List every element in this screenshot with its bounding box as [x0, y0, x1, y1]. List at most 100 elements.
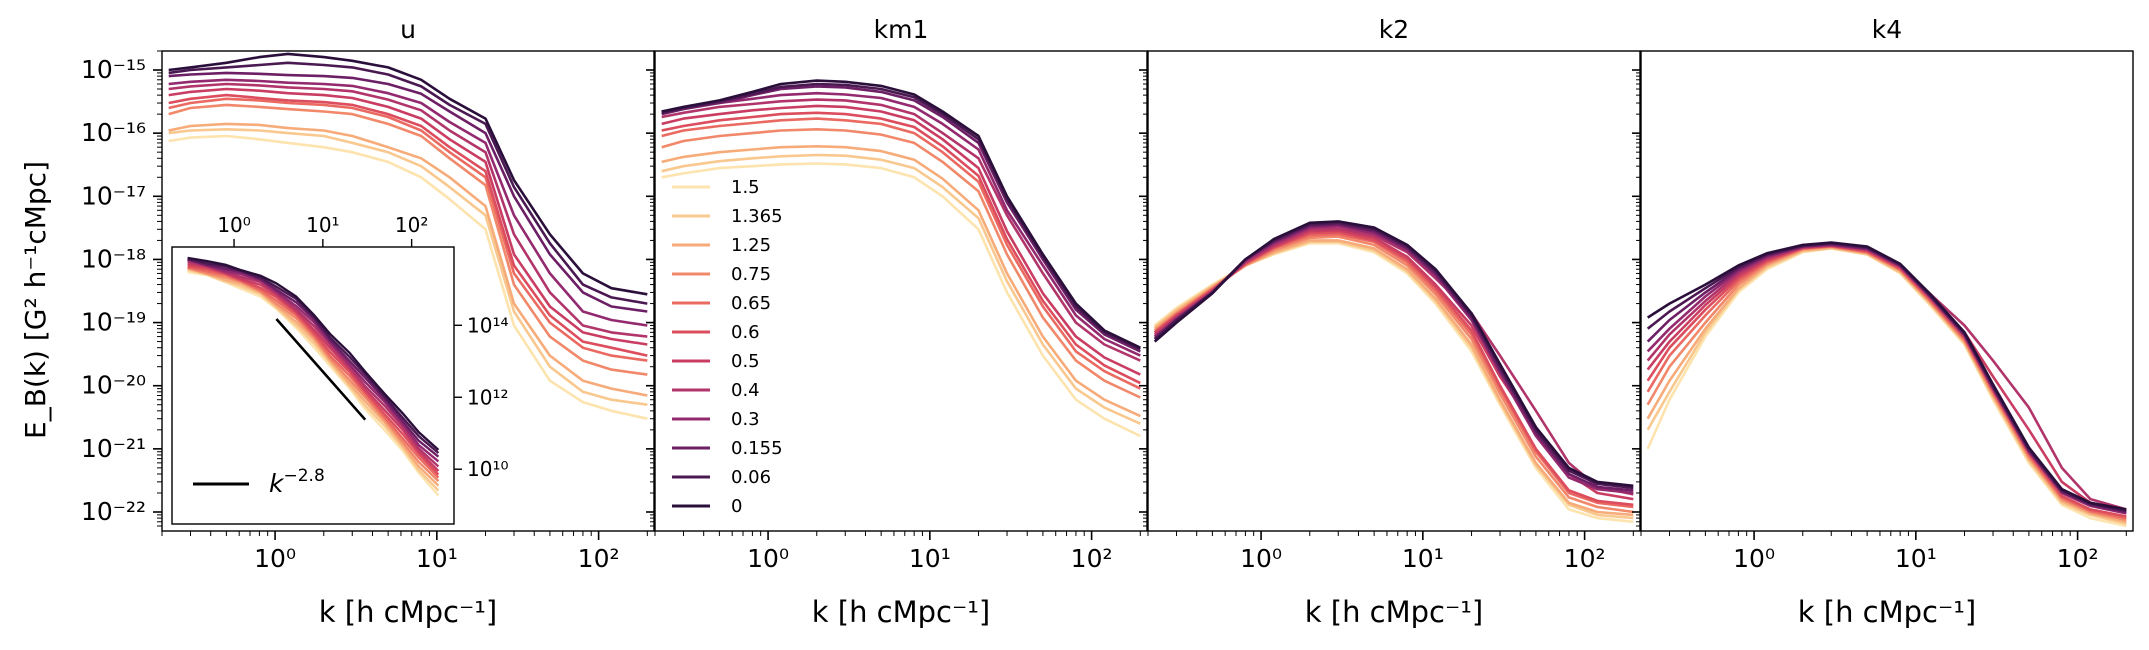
series-line-0.06: [661, 82, 1141, 351]
series-line-1.25: [1153, 239, 1634, 517]
series-line-1.365: [1153, 240, 1634, 520]
panel-title: km1: [874, 15, 929, 44]
inset-legend-base: k: [269, 469, 285, 498]
series-line-1.5: [661, 162, 1141, 438]
x-tick-label: 10¹: [909, 544, 951, 573]
x-axis-label: k [h cMpc⁻¹]: [1305, 595, 1484, 629]
y-tick-label: 10⁻¹⁶: [81, 118, 146, 147]
series-line-0: [1153, 220, 1634, 488]
series-line-0: [661, 79, 1141, 349]
inset-series-line: [187, 268, 440, 492]
series-line-1.365: [661, 153, 1141, 425]
x-axis-label: k [h cMpc⁻¹]: [1798, 595, 1977, 629]
series-line-0.06: [168, 61, 648, 305]
legend-label: 0: [731, 496, 742, 517]
series-line-0.155: [661, 85, 1141, 353]
panel-title: u: [400, 15, 416, 44]
inset-series-line: [187, 258, 440, 458]
legend-label: 0.155: [731, 438, 783, 459]
series-line-0.5: [168, 87, 648, 346]
series-line-0.65: [661, 117, 1141, 390]
inset-series-line: [187, 267, 440, 487]
series-line-0.6: [168, 93, 648, 357]
panel-frame: [1147, 50, 1641, 532]
y-tick-label: 10⁻¹⁵: [81, 55, 146, 84]
panel-k2: k2 10⁰ 10¹ 10² k [h cMpc⁻¹]: [1139, 15, 1641, 629]
inset-series-line: [187, 258, 440, 463]
series-line-1.5: [168, 134, 648, 420]
series-line-0: [1646, 241, 2127, 511]
x-tick-label: 10²: [1071, 544, 1113, 573]
series-line-0.155: [168, 71, 648, 313]
inset-series-line: [187, 256, 440, 451]
reference-powerlaw-line: [275, 318, 367, 421]
y-tick-label: 10⁻²⁰: [81, 371, 146, 400]
x-tick-label: 10¹: [416, 544, 458, 573]
inset-series-line: [187, 270, 440, 497]
series-line-0.6: [661, 111, 1141, 385]
inset-series-line: [187, 260, 440, 468]
legend-label: 1.25: [731, 235, 771, 256]
series-line-0: [168, 52, 648, 296]
legend-label: 1.365: [731, 206, 783, 227]
x-tick-label: 10⁰: [1733, 544, 1775, 573]
legend-label: 0.75: [731, 264, 771, 285]
legend-label: 0.06: [731, 467, 771, 488]
series-line-0.3: [661, 91, 1141, 357]
series-group: [1153, 220, 1634, 524]
inset-series-group: [187, 256, 440, 497]
y-tick-label: 10⁻¹⁷: [81, 181, 146, 210]
inset-x-tick-label: 10⁰: [217, 213, 250, 237]
series-line-1.365: [168, 128, 648, 406]
series-line-0.65: [168, 97, 648, 362]
y-axis-label: E_B(k) [G² h⁻¹cMpc]: [19, 161, 52, 439]
panel-title: k4: [1872, 15, 1902, 44]
legend: 1.5 1.365 1.25 0.75 0.65 0.6 0.5 0.4 0.3 0.155 0.0…: [672, 177, 783, 517]
series-line-0.75: [661, 128, 1141, 399]
panel-km1: km1 10⁰ 10¹ 10² k [h cMpc⁻¹]: [646, 15, 1148, 629]
x-tick-label: 10²: [1564, 544, 1606, 573]
legend-label: 1.5: [731, 177, 760, 198]
x-tick-label: 10²: [2057, 544, 2099, 573]
x-tick-label: 10¹: [1895, 544, 1937, 573]
inset-series-line: [187, 266, 440, 482]
series-line-1.25: [661, 145, 1141, 418]
legend-label: 0.3: [731, 409, 760, 430]
x-tick-label: 10⁰: [747, 544, 789, 573]
legend-label: 0.5: [731, 351, 760, 372]
y-tick-label: 10⁻²²: [81, 497, 146, 526]
series-group: [661, 79, 1141, 438]
inset: 10⁰ 10¹ 10² 10¹⁴ 10¹² 10¹⁰ k−2.8: [171, 213, 508, 525]
inset-y-tick-label: 10¹⁰: [467, 457, 508, 481]
y-tick-label: 10⁻¹⁹: [81, 308, 146, 337]
series-line-0.5: [661, 104, 1141, 376]
series-group: [168, 52, 648, 420]
series-line-0.4: [168, 82, 648, 338]
panel-frame: [654, 50, 1148, 532]
panel-u: u 10⁰ 10¹ 10² k [h cMpc⁻¹] 10⁻¹⁵ 10⁻¹⁶ 10⁻¹⁷ 10⁻…: [81, 15, 655, 629]
inset-y-tick-label: 10¹²: [467, 385, 508, 409]
series-group: [1646, 241, 2127, 528]
inset-series-line: [187, 257, 440, 454]
inset-x-tick-label: 10¹: [306, 213, 339, 237]
inset-frame: [171, 246, 455, 525]
panel-frame: [1640, 50, 2134, 532]
legend-label: 0.65: [731, 293, 771, 314]
inset-legend-label: k−2.8: [269, 466, 325, 498]
x-tick-label: 10¹: [1402, 544, 1444, 573]
series-line-0.3: [168, 78, 648, 327]
inset-y-tick-label: 10¹⁴: [467, 313, 508, 337]
x-axis-label: k [h cMpc⁻¹]: [812, 595, 991, 629]
series-line-1.25: [168, 122, 648, 397]
legend-label: 0.4: [731, 380, 760, 401]
y-tick-label: 10⁻¹⁸: [81, 244, 146, 273]
panel-frame: [161, 50, 655, 532]
series-line-0.4: [661, 98, 1141, 362]
x-axis-label: k [h cMpc⁻¹]: [319, 595, 498, 629]
series-line-0.4: [1153, 227, 1634, 496]
panel-title: k2: [1379, 15, 1409, 44]
x-tick-label: 10⁰: [254, 544, 296, 573]
series-line-0.75: [168, 103, 648, 376]
panels-layer: u 10⁰ 10¹ 10² k [h cMpc⁻¹] 10⁻¹⁵ 10⁻¹⁶ 10⁻¹⁷ 10⁻…: [81, 15, 2134, 629]
